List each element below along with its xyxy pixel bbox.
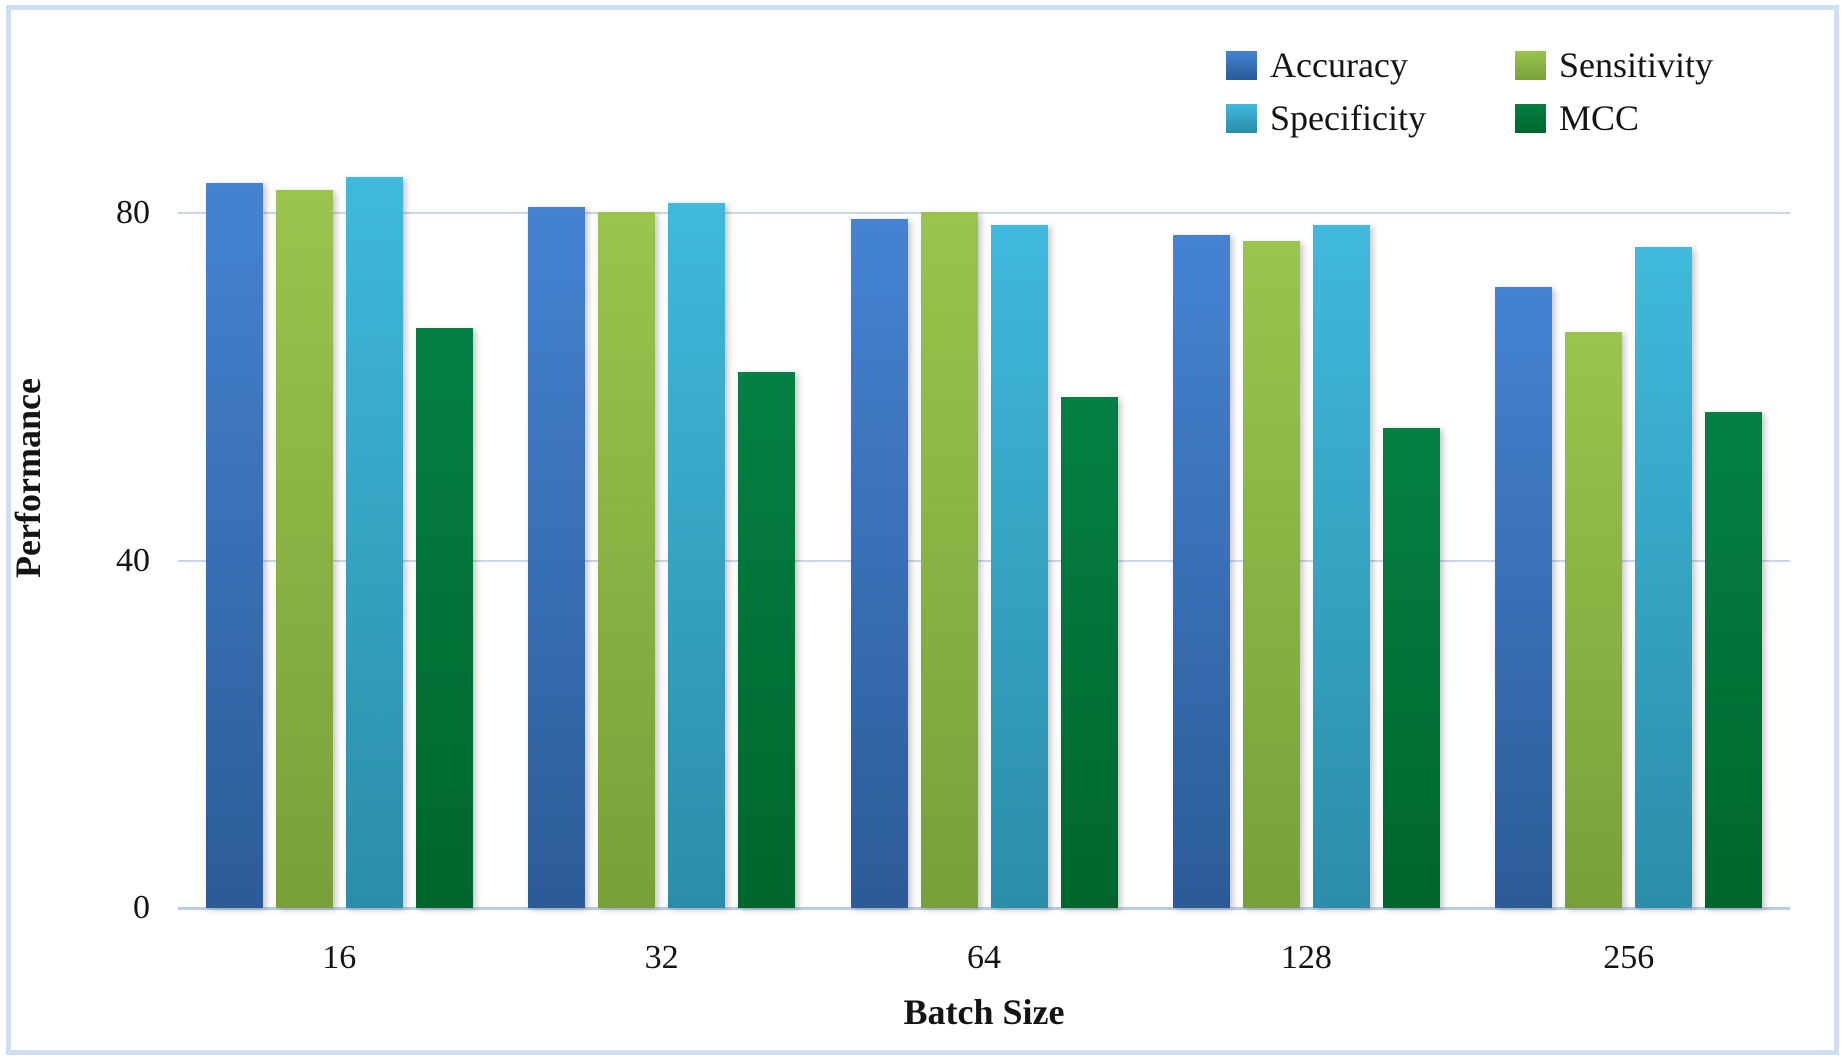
- legend-swatch-specificity: [1226, 103, 1257, 133]
- bar-mcc-16: [415, 327, 473, 908]
- legend-label-accuracy: Accuracy: [1270, 45, 1408, 85]
- x-tick-label-64: 64: [967, 939, 1001, 976]
- bar-specificity-128: [1312, 225, 1370, 908]
- bar-specificity-256: [1635, 246, 1693, 908]
- legend-item-mcc: MCC: [1515, 100, 1713, 136]
- bar-accuracy-32: [528, 206, 586, 908]
- bar-specificity-32: [668, 202, 726, 908]
- legend-label-specificity: Specificity: [1270, 98, 1426, 138]
- legend: Accuracy Sensitivity Specificity MCC: [1226, 47, 1713, 136]
- legend-item-specificity: Specificity: [1226, 100, 1515, 136]
- bar-specificity-16: [345, 177, 403, 908]
- bar-accuracy-256: [1495, 286, 1553, 908]
- legend-item-sensitivity: Sensitivity: [1515, 47, 1713, 83]
- y-tick-label-0: 0: [133, 889, 150, 926]
- bar-mcc-256: [1705, 411, 1763, 908]
- bar-sensitivity-32: [598, 212, 656, 908]
- x-tick-label-128: 128: [1280, 939, 1332, 976]
- bar-mcc-32: [738, 371, 796, 908]
- x-tick-label-256: 256: [1603, 939, 1655, 976]
- bar-specificity-64: [990, 225, 1048, 908]
- bar-accuracy-128: [1172, 234, 1230, 908]
- gridline-80: [178, 212, 1790, 214]
- y-axis-title: Performance: [8, 378, 48, 578]
- bar-mcc-128: [1382, 428, 1440, 908]
- legend-label-mcc: MCC: [1559, 98, 1640, 138]
- x-tick-label-16: 16: [322, 939, 357, 976]
- legend-swatch-accuracy: [1226, 50, 1257, 80]
- x-axis-title: Batch Size: [903, 992, 1065, 1032]
- y-tick-label-40: 40: [116, 541, 150, 579]
- bar-mcc-64: [1060, 397, 1118, 908]
- legend-swatch-sensitivity: [1515, 50, 1546, 80]
- bar-sensitivity-256: [1565, 332, 1623, 908]
- bar-accuracy-16: [205, 183, 263, 908]
- x-tick-label-32: 32: [644, 939, 679, 976]
- legend-item-accuracy: Accuracy: [1226, 47, 1515, 83]
- gridline-40: [178, 559, 1790, 562]
- y-tick-label-80: 80: [116, 194, 150, 231]
- bar-sensitivity-64: [920, 212, 978, 908]
- bar-accuracy-64: [850, 219, 908, 908]
- bar-sensitivity-16: [275, 190, 333, 908]
- bar-sensitivity-128: [1242, 240, 1300, 908]
- legend-swatch-mcc: [1515, 103, 1546, 133]
- legend-label-sensitivity: Sensitivity: [1559, 45, 1714, 85]
- x-axis-line: [178, 907, 1790, 910]
